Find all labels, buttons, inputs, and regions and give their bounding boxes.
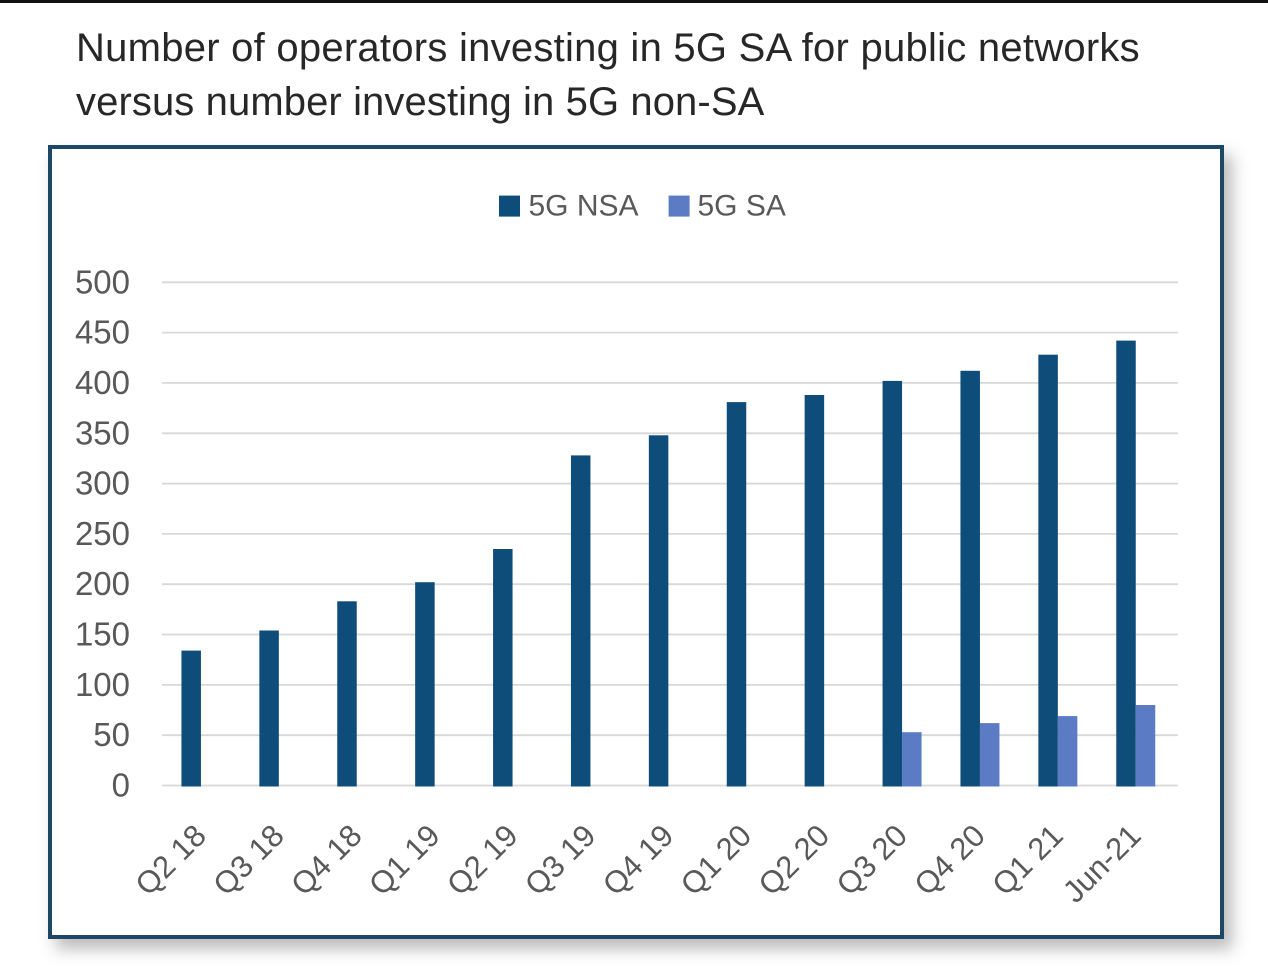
svg-text:Q4 20: Q4 20 xyxy=(907,818,991,902)
svg-text:Jun-21: Jun-21 xyxy=(1056,818,1148,910)
svg-text:150: 150 xyxy=(75,616,130,653)
svg-text:Q3 18: Q3 18 xyxy=(206,818,290,902)
svg-text:200: 200 xyxy=(75,565,130,602)
svg-text:Q1 20: Q1 20 xyxy=(674,818,758,902)
svg-text:Q2 20: Q2 20 xyxy=(752,818,836,902)
svg-text:Q3 19: Q3 19 xyxy=(518,818,602,902)
svg-text:Q1 19: Q1 19 xyxy=(362,818,446,902)
svg-text:Q1 21: Q1 21 xyxy=(985,818,1069,902)
svg-text:300: 300 xyxy=(75,465,130,502)
svg-text:100: 100 xyxy=(75,666,130,703)
svg-text:50: 50 xyxy=(93,716,130,753)
svg-text:400: 400 xyxy=(75,364,130,401)
svg-text:5G NSA: 5G NSA xyxy=(529,189,639,222)
svg-text:250: 250 xyxy=(75,515,130,552)
svg-text:350: 350 xyxy=(75,414,130,451)
svg-text:5G SA: 5G SA xyxy=(698,189,786,222)
svg-text:Q2 18: Q2 18 xyxy=(128,818,212,902)
svg-text:Q4 18: Q4 18 xyxy=(284,818,368,902)
svg-text:Q3 20: Q3 20 xyxy=(830,818,914,902)
svg-text:Q4 19: Q4 19 xyxy=(596,818,680,902)
svg-text:450: 450 xyxy=(75,314,130,351)
svg-text:Q2 19: Q2 19 xyxy=(440,818,524,902)
svg-text:0: 0 xyxy=(112,767,130,804)
svg-text:500: 500 xyxy=(75,263,130,300)
